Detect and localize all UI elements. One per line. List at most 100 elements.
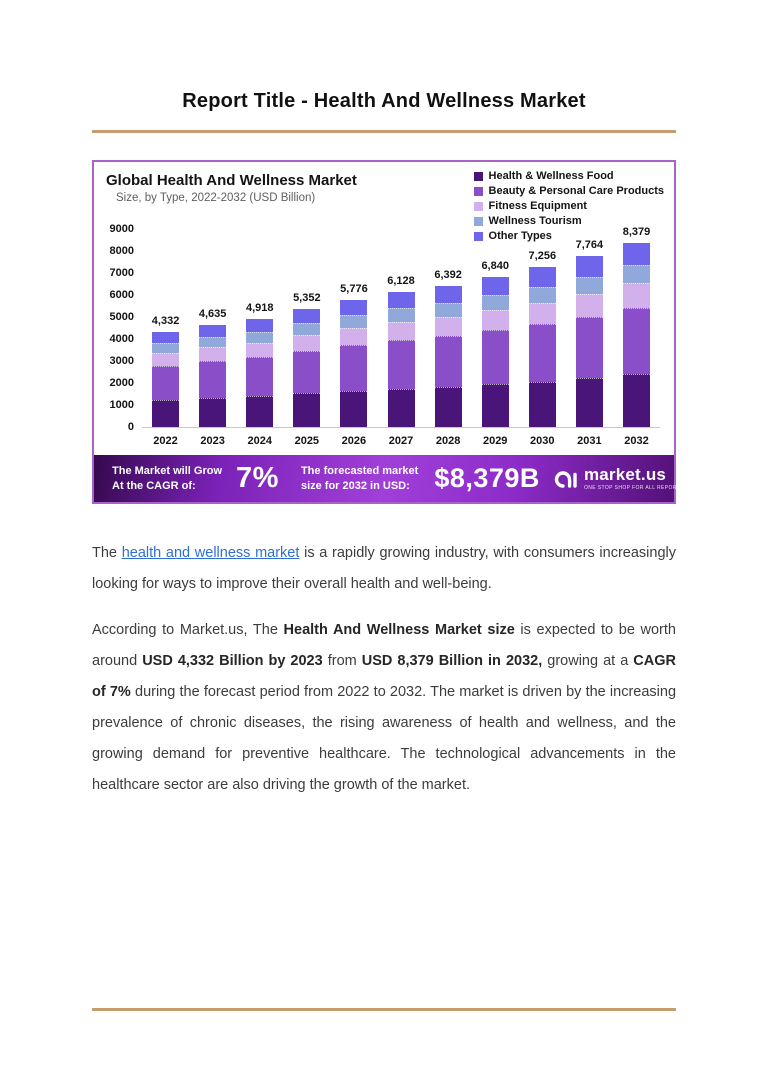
bar-segment: [481, 384, 509, 427]
bar-segment: [434, 336, 462, 387]
body-paragraph-1: The health and wellness market is a rapi…: [92, 538, 676, 600]
text-run: from: [322, 653, 362, 669]
bar-segment: [199, 361, 227, 398]
marketus-logo-tagline: ONE STOP SHOP FOR ALL REPORTS: [583, 485, 684, 491]
y-axis-tick-label: 5000: [109, 311, 134, 323]
bar-segment: [152, 343, 180, 353]
forecast-label: The forecasted market size for 2032 in U…: [300, 465, 419, 492]
bar-value-label: 5,352: [293, 292, 321, 305]
bar-segment: [293, 393, 321, 427]
bar-segment: [481, 294, 509, 310]
bar-group-2031: 7,764: [566, 230, 613, 427]
bar-segment: [622, 264, 650, 284]
y-axis-tick-label: 8000: [109, 245, 134, 257]
legend-swatch-icon: [473, 186, 483, 196]
legend-swatch-icon: [473, 171, 483, 181]
chart-subtitle: Size, by Type, 2022-2032 (USD Billion): [116, 192, 316, 204]
text-run: is expected to be worth around: [92, 622, 676, 669]
legend-label: Fitness Equipment: [488, 200, 587, 212]
marketus-logo: market.us ONE STOP SHOP FOR ALL REPORTS: [554, 466, 684, 491]
bar-segment: [199, 337, 227, 348]
text-run: USD 4,332 Billion by 2023: [142, 653, 323, 669]
legend-item: Beauty & Personal Care Products: [473, 185, 664, 197]
x-axis-tick-label: 2023: [200, 435, 225, 447]
y-axis-tick-label: 4000: [109, 333, 134, 345]
stacked-bar: [293, 309, 321, 427]
bar-segment: [481, 309, 509, 330]
stacked-bar: [622, 242, 650, 427]
health-and-wellness-market-link[interactable]: health and wellness market: [121, 545, 300, 561]
y-axis-tick-label: 6000: [109, 289, 134, 301]
bar-segment: [528, 324, 556, 382]
chart-title: Global Health And Wellness Market: [106, 172, 357, 189]
bar-segment: [622, 308, 650, 375]
bar-segment: [481, 329, 509, 385]
bar-value-label: 4,332: [151, 314, 180, 327]
bar-group-2028: 6,392: [425, 230, 472, 427]
cagr-value: 7%: [236, 462, 279, 494]
page-title: Report Title - Health And Wellness Marke…: [182, 90, 586, 112]
bar-segment: [434, 286, 462, 304]
text-run: growing at a: [542, 653, 634, 669]
bar-value-label: 7,764: [575, 239, 604, 252]
bar-value-label: 6,392: [434, 269, 462, 282]
legend-label: Other Types: [488, 230, 552, 242]
body-paragraph-2: According to Market.us, The Health And W…: [92, 615, 676, 801]
y-axis-tick-label: 3000: [109, 355, 134, 367]
bar-chart: Global Health And Wellness Market Size, …: [94, 162, 674, 455]
plot-area: 0 1000 2000 3000 4000 5000 6000 7000 8000 9000 4,…: [106, 224, 664, 433]
bar-group-2029: 6,840: [472, 230, 519, 427]
bar-segment: [481, 276, 509, 295]
marketus-logo-icon: [554, 470, 577, 488]
stacked-bar: [152, 331, 180, 427]
y-axis-tick-label: 1000: [109, 399, 134, 411]
bar-segment: [246, 357, 274, 397]
x-axis-tick-label: 2026: [341, 435, 367, 447]
stacked-bar: [434, 286, 462, 427]
text-run: According to Market.us, The: [92, 622, 284, 638]
bar-group-2024: 4,918: [236, 230, 283, 427]
bar-segment: [434, 303, 462, 318]
bar-group-2025: 5,352: [283, 230, 330, 427]
cagr-label: The Market will Grow At the CAGR of:: [112, 465, 223, 492]
bar-segment: [246, 331, 274, 343]
legend-item: Fitness Equipment: [473, 200, 664, 212]
y-axis: 0 1000 2000 3000 4000 5000 6000 7000 8000 9000: [106, 224, 138, 433]
bar-segment: [387, 388, 415, 427]
bar-segment: [340, 315, 368, 328]
text-run: The: [92, 545, 122, 561]
x-axis-tick-label: 2030: [530, 435, 555, 447]
bar-segment: [246, 396, 274, 427]
bar-segment: [152, 352, 180, 366]
x-axis-tick-label: 2028: [435, 435, 461, 447]
cagr-banner: The Market will Grow At the CAGR of: 7% …: [94, 455, 684, 502]
text-run: Health And Wellness Market size: [283, 622, 515, 638]
bar-segment: [528, 267, 556, 287]
bar-segment: [575, 316, 603, 379]
x-axis-tick-label: 2027: [388, 435, 414, 447]
bar-segment: [152, 365, 180, 400]
stacked-bar: [246, 318, 274, 427]
x-axis-tick-label: 2024: [247, 435, 272, 447]
bar-segment: [340, 327, 368, 346]
bar-segment: [340, 299, 368, 316]
bar-value-label: 4,918: [245, 301, 274, 314]
y-axis-tick-label: 0: [127, 421, 134, 433]
stacked-bar: [528, 267, 556, 427]
bar-segment: [622, 283, 650, 309]
bar-segment: [575, 256, 603, 277]
forecast-value: $8,379B: [434, 463, 540, 493]
legend-label: Health & Wellness Food: [488, 170, 614, 182]
legend-item: Health & Wellness Food: [473, 170, 664, 182]
text-run: CAGR of 7%: [92, 653, 676, 700]
legend-label: Beauty & Personal Care Products: [488, 185, 664, 197]
stacked-bar: [575, 256, 603, 427]
bar-segment: [152, 331, 180, 344]
bar-group-2027: 6,128: [377, 230, 424, 427]
chart-legend: Health & Wellness Food Beauty & Personal …: [473, 170, 664, 245]
bar-value-label: 5,776: [340, 282, 368, 295]
bar-segment: [434, 317, 462, 337]
stacked-bar: [199, 325, 227, 427]
bar-value-label: 6,128: [387, 275, 415, 288]
bar-group-2030: 7,256: [519, 230, 566, 427]
